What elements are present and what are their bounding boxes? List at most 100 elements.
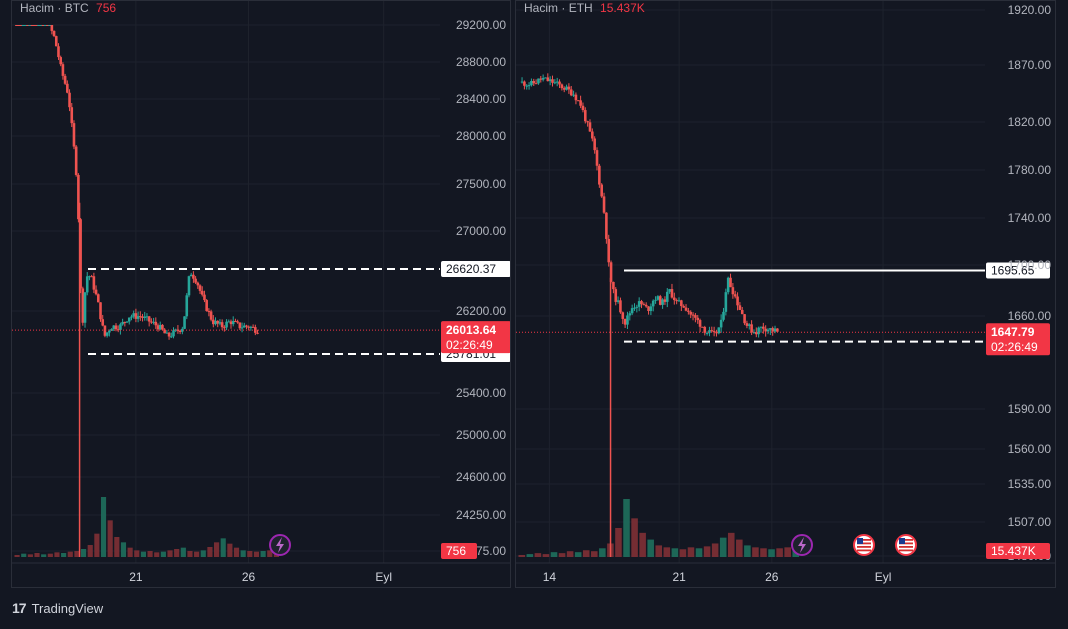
btc-candle-body <box>240 327 244 329</box>
eth-candle-body <box>691 314 695 316</box>
eth-volume-axis-label-bg <box>986 543 1050 559</box>
btc-volume-bar <box>120 542 127 557</box>
btc-volume-bar <box>100 497 107 557</box>
btc-candle-body <box>223 327 226 329</box>
btc-candle-body <box>94 289 98 295</box>
eth-candle-body <box>628 313 632 316</box>
us-flag-stripe <box>899 546 913 548</box>
btc-volume-bar <box>47 553 53 557</box>
btc-current-price-label: 26013.64 <box>446 323 496 337</box>
eth-volume-bar <box>639 532 646 557</box>
btc-candle-body <box>256 332 259 334</box>
us-flag-stripe <box>899 539 913 541</box>
eth-candle-body <box>651 300 655 307</box>
eth-candle-body <box>572 94 575 96</box>
btc-candle-body <box>72 123 76 147</box>
btc-candle-body <box>143 316 147 318</box>
lightning-icon <box>791 534 813 556</box>
btc-candle-body <box>114 325 118 330</box>
eth-candle-body <box>712 331 716 333</box>
btc-candle-body <box>99 302 102 320</box>
btc-candle-body <box>198 285 202 291</box>
eth-candle-body <box>776 328 779 332</box>
eth-candle-body <box>654 299 657 301</box>
eth-candle-body <box>731 287 735 295</box>
eth-candle-body <box>605 212 608 239</box>
btc-candle-body <box>68 92 71 108</box>
eth-price-tick: 1740.00 <box>1008 211 1052 225</box>
btc-candle-body <box>35 25 38 26</box>
eth-volume-bar <box>703 546 711 557</box>
eth-time-tick: 14 <box>543 570 557 584</box>
eth-candle-body <box>637 301 641 307</box>
eth-candle-body <box>743 314 746 324</box>
us-flag-stripe <box>857 546 871 548</box>
eth-candle-body <box>555 81 559 83</box>
lightning-icon-bolt <box>276 537 284 553</box>
btc-candle-body <box>77 174 80 220</box>
tradingview-logo-icon: 17 <box>12 600 27 616</box>
eth-price-tick: 1820.00 <box>1008 115 1052 129</box>
eth-candle-body <box>612 281 615 290</box>
btc-candle-body <box>209 311 213 320</box>
eth-price-tick: 1590.00 <box>1008 402 1052 416</box>
eth-candle-body <box>574 94 578 101</box>
eth-candle-body <box>558 81 561 85</box>
eth-candle-body <box>560 84 564 89</box>
btc-candle-body <box>207 310 211 312</box>
btc-candle-body <box>43 25 47 26</box>
btc-volume-bar <box>41 554 47 557</box>
eth-candle-body <box>771 328 774 332</box>
eth-candle-body <box>722 311 725 320</box>
btc-volume-bar <box>87 545 93 557</box>
eth-candle-body <box>623 318 627 325</box>
btc-candle-body <box>121 321 124 325</box>
eth-candle-body <box>745 323 749 326</box>
btc-candle-body <box>59 57 62 65</box>
eth-candle-body <box>537 78 540 84</box>
eth-candle-body <box>548 79 552 82</box>
btc-volume-axis-label-bg <box>441 543 477 559</box>
btc-candle-body <box>103 325 107 336</box>
btc-price-tick: 24600.00 <box>456 470 506 484</box>
eth-candle-body <box>642 304 646 306</box>
btc-candle-body <box>167 332 171 337</box>
eth-chart-svg[interactable]: 1695.651640.721920.001870.001820.001780.… <box>516 1 1056 588</box>
eth-candle-body <box>773 328 777 332</box>
eth-chart-panel[interactable]: 1695.651640.721920.001870.001820.001780.… <box>515 0 1056 588</box>
btc-candle-body <box>105 332 109 336</box>
eth-candle-body <box>616 300 620 302</box>
eth-volume-bar <box>591 551 598 557</box>
eth-candle-body <box>675 300 678 302</box>
btc-volume-bar <box>147 551 153 557</box>
btc-candle-body <box>245 325 248 327</box>
btc-volume-bar <box>194 551 200 557</box>
eth-candle-body <box>750 324 753 333</box>
eth-candle-body <box>705 332 709 334</box>
btc-volume-bar <box>260 551 266 557</box>
btc-volume-bar <box>140 551 146 557</box>
eth-candle-body <box>701 326 704 328</box>
eth-volume-bar <box>744 545 751 557</box>
btc-chart-panel[interactable]: 26620.37 25781.01 29200.00 28800.00 28400.00… <box>11 0 511 588</box>
eth-candle-body <box>682 306 685 308</box>
btc-candle-body <box>156 325 160 330</box>
btc-candle-body <box>181 328 184 332</box>
eth-price-tick: 1507.00 <box>1008 515 1052 529</box>
btc-volume-bar <box>34 553 40 557</box>
btc-price-tick: 28000.00 <box>456 129 506 143</box>
eth-candle-body <box>754 332 758 335</box>
btc-price-tick: 25000.00 <box>456 428 506 442</box>
btc-candle-body <box>32 25 36 26</box>
eth-volume-bar <box>631 518 638 557</box>
eth-candle-body <box>668 289 671 292</box>
eth-candle-body <box>586 121 589 123</box>
eth-volume-bar <box>679 549 687 557</box>
btc-chart-svg[interactable]: 26620.3725781.0129200.0028800.0028400.00… <box>12 1 511 588</box>
eth-candle-body <box>607 238 611 263</box>
btc-time-tick: 21 <box>129 570 143 584</box>
eth-candle-body <box>710 330 714 332</box>
btc-candle-body <box>251 326 255 328</box>
eth-candle-body <box>581 105 585 111</box>
eth-candle-body <box>532 80 536 84</box>
